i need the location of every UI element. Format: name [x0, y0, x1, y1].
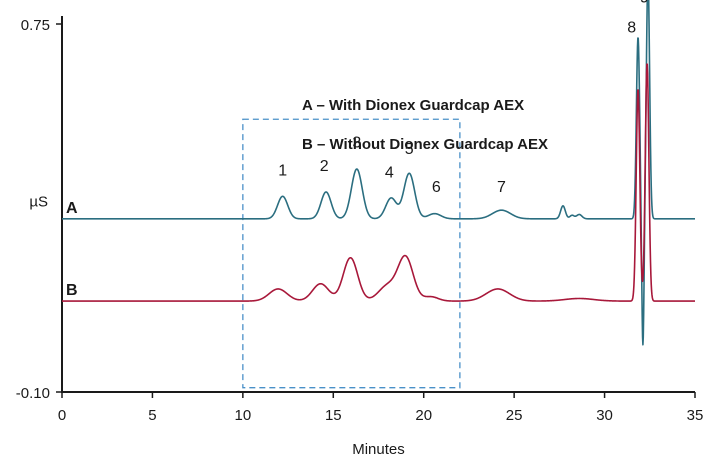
x-tick-label: 0 [58, 407, 66, 424]
peak-label: 2 [320, 158, 329, 175]
peak-label: 7 [497, 179, 506, 196]
x-tick-label: 35 [687, 407, 704, 424]
x-tick-label: 30 [596, 407, 613, 424]
peak-label: 9 [640, 0, 649, 6]
peak-labels: 1 2 3 45 6 7 8 9 [278, 0, 649, 196]
trace-label-b: B [66, 282, 78, 299]
axes: 0 5 10 15 20 25 30 35 -0.100.75 Minutes µS [16, 16, 704, 458]
x-tick-label: 5 [148, 407, 156, 424]
trace-labels: AB [66, 200, 78, 299]
x-tick-label: 15 [325, 407, 342, 424]
x-tick-label: 10 [235, 407, 252, 424]
y-axis-ticks: -0.10 0.75 [16, 17, 62, 402]
y-tick-label: -0.10 [16, 385, 50, 402]
x-axis-ticks: 0 5 10 15 20 25 30 35 [58, 392, 704, 424]
x-axis-label: Minutes [352, 441, 405, 458]
x-tick-label: 25 [506, 407, 523, 424]
highlight-box [242, 118, 461, 389]
legend: A – With Dionex Guardcap AEX B – Without… [302, 97, 548, 153]
series-group [61, 0, 696, 346]
y-tick-label: 0.75 [21, 17, 50, 34]
trace-a [61, 0, 696, 346]
peak-label: 8 [627, 20, 636, 37]
trace-label-a: A [66, 200, 78, 217]
legend-entry-a: A – With Dionex Guardcap AEX [302, 97, 524, 114]
y-axis-label: µS [29, 194, 48, 211]
peak-label: 5 [405, 141, 414, 158]
peak-label: 4 [385, 165, 394, 182]
peak-label: 3 [352, 134, 361, 151]
x-tick-label: 20 [415, 407, 432, 424]
legend-entry-b: B – Without Dionex Guardcap AEX [302, 136, 548, 153]
peak-label: 1 [278, 163, 287, 180]
trace-b [61, 63, 696, 302]
peak-label: 6 [432, 179, 441, 196]
